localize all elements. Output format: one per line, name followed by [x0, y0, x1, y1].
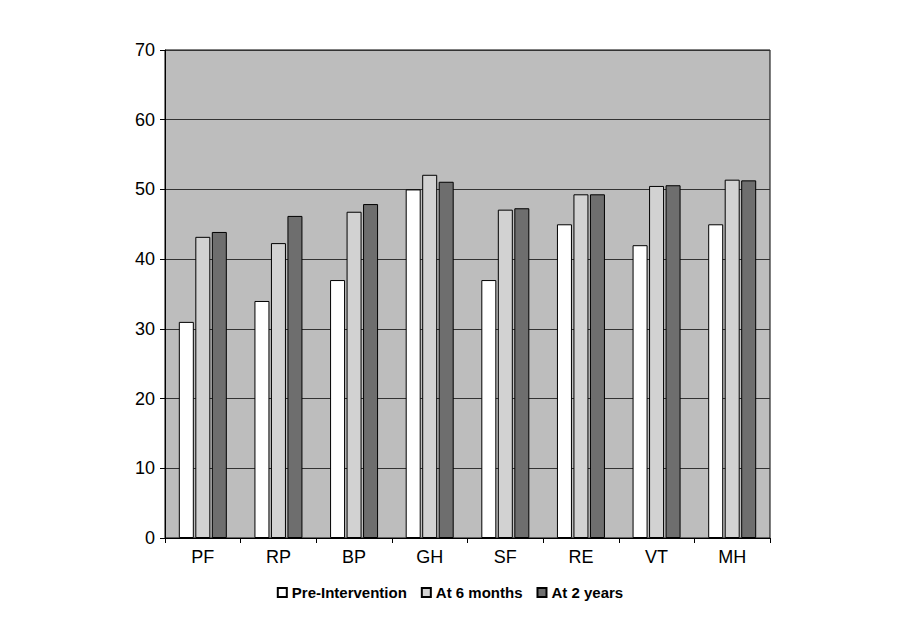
svg-text:BP: BP	[342, 547, 366, 567]
svg-text:GH: GH	[416, 547, 443, 567]
svg-text:10: 10	[135, 458, 155, 478]
svg-text:60: 60	[135, 110, 155, 130]
svg-text:At 6 months: At 6 months	[436, 584, 523, 601]
svg-text:SF: SF	[494, 547, 517, 567]
svg-text:At 2 years: At 2 years	[551, 584, 623, 601]
svg-text:50: 50	[135, 179, 155, 199]
svg-text:70: 70	[135, 40, 155, 60]
svg-text:PF: PF	[191, 547, 214, 567]
svg-text:20: 20	[135, 389, 155, 409]
svg-text:Pre-Intervention: Pre-Intervention	[292, 584, 407, 601]
svg-text:MH: MH	[718, 547, 746, 567]
svg-text:RP: RP	[266, 547, 291, 567]
svg-text:40: 40	[135, 249, 155, 269]
svg-text:30: 30	[135, 319, 155, 339]
svg-text:RE: RE	[568, 547, 593, 567]
svg-text:VT: VT	[645, 547, 668, 567]
svg-text:0: 0	[145, 528, 155, 548]
